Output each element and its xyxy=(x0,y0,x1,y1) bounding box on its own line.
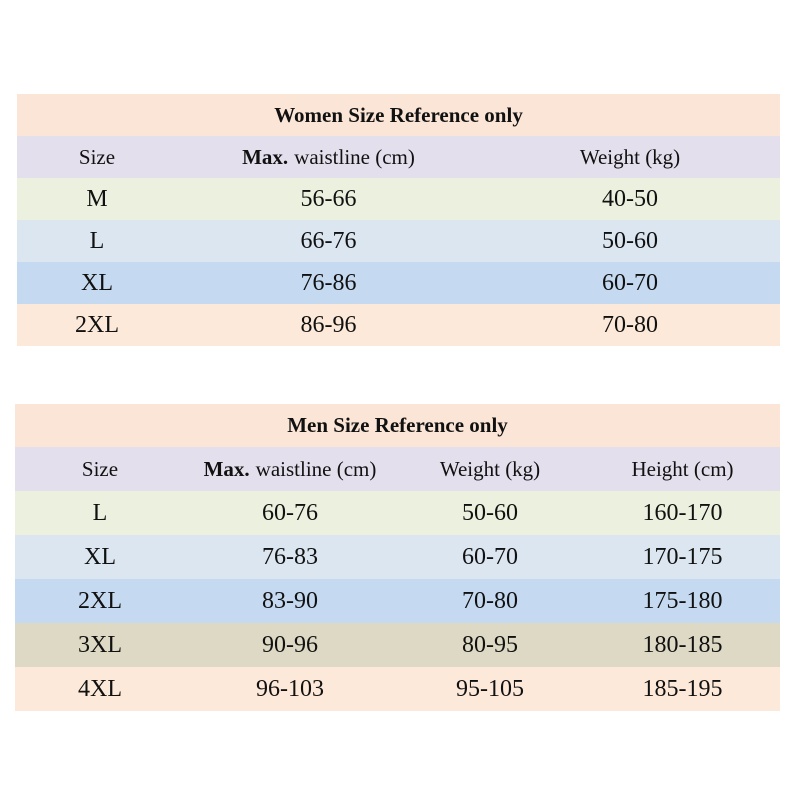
header-text: Weight (kg) xyxy=(579,144,681,169)
header-bold: Max. xyxy=(203,456,250,481)
header-text: waistline (cm) xyxy=(255,456,377,481)
column-header: Max. waistline (cm) xyxy=(185,447,395,491)
cell: 86-96 xyxy=(177,304,480,346)
column-header: Max. waistline (cm) xyxy=(177,136,480,178)
cell: XL xyxy=(15,535,185,579)
header-text: Size xyxy=(78,144,116,169)
table-title: Men Size Reference only xyxy=(15,404,780,447)
cell: 80-95 xyxy=(395,623,585,667)
size-row: M 56-66 40-50 xyxy=(17,178,781,220)
size-row: 2XL 83-90 70-80 175-180 xyxy=(15,579,780,623)
cell: L xyxy=(17,220,177,262)
cell: 95-105 xyxy=(395,667,585,711)
title-row: Women Size Reference only xyxy=(17,94,781,136)
column-header: Weight (kg) xyxy=(480,136,781,178)
size-row: L 66-76 50-60 xyxy=(17,220,781,262)
cell: 3XL xyxy=(15,623,185,667)
title-row: Men Size Reference only xyxy=(15,404,780,447)
cell: 160-170 xyxy=(585,491,780,535)
size-row: 4XL 96-103 95-105 185-195 xyxy=(15,667,780,711)
size-row: 2XL 86-96 70-80 xyxy=(17,304,781,346)
cell: 76-86 xyxy=(177,262,480,304)
size-row: XL 76-83 60-70 170-175 xyxy=(15,535,780,579)
cell: 180-185 xyxy=(585,623,780,667)
cell: L xyxy=(15,491,185,535)
size-row: XL 76-86 60-70 xyxy=(17,262,781,304)
column-header: Size xyxy=(15,447,185,491)
cell: 50-60 xyxy=(480,220,781,262)
cell: 40-50 xyxy=(480,178,781,220)
cell: 50-60 xyxy=(395,491,585,535)
header-text: Weight (kg) xyxy=(439,456,541,481)
size-row: L 60-76 50-60 160-170 xyxy=(15,491,780,535)
column-header: Weight (kg) xyxy=(395,447,585,491)
cell: 96-103 xyxy=(185,667,395,711)
header-row: Size Max. waistline (cm) Weight (kg) Height … xyxy=(15,447,780,491)
men-size-table: Men Size Reference only Size Max. waistline… xyxy=(15,404,780,711)
cell: 70-80 xyxy=(395,579,585,623)
header-text: Height (cm) xyxy=(631,456,734,481)
cell: 60-76 xyxy=(185,491,395,535)
cell: 76-83 xyxy=(185,535,395,579)
cell: 2XL xyxy=(17,304,177,346)
cell: 83-90 xyxy=(185,579,395,623)
size-row: 3XL 90-96 80-95 180-185 xyxy=(15,623,780,667)
cell: 90-96 xyxy=(185,623,395,667)
cell: 170-175 xyxy=(585,535,780,579)
cell: 60-70 xyxy=(395,535,585,579)
column-header: Size xyxy=(17,136,177,178)
cell: 185-195 xyxy=(585,667,780,711)
column-header: Height (cm) xyxy=(585,447,780,491)
header-text: Size xyxy=(81,456,119,481)
cell: 66-76 xyxy=(177,220,480,262)
header-row: Size Max. waistline (cm) Weight (kg) xyxy=(17,136,781,178)
cell: 56-66 xyxy=(177,178,480,220)
table-title: Women Size Reference only xyxy=(17,94,781,136)
cell: 70-80 xyxy=(480,304,781,346)
women-size-table: Women Size Reference only Size Max. waistli… xyxy=(17,94,781,346)
header-bold: Max. xyxy=(242,144,289,169)
header-text: waistline (cm) xyxy=(294,144,415,169)
cell: 4XL xyxy=(15,667,185,711)
cell: 60-70 xyxy=(480,262,781,304)
cell: XL xyxy=(17,262,177,304)
cell: M xyxy=(17,178,177,220)
cell: 175-180 xyxy=(585,579,780,623)
cell: 2XL xyxy=(15,579,185,623)
